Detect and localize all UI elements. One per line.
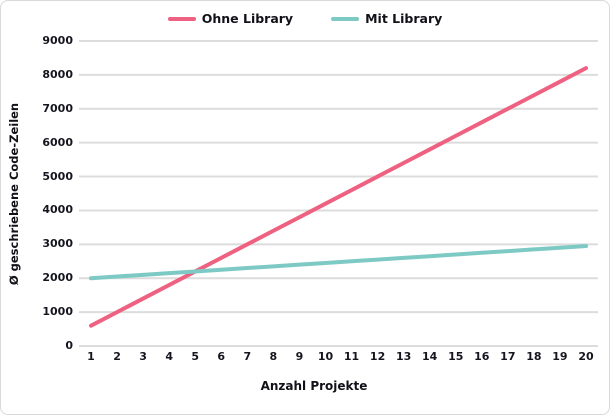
x-tick-label: 15 <box>448 350 464 363</box>
y-tick-label: 9000 <box>42 34 73 47</box>
x-tick-label: 16 <box>474 350 490 363</box>
y-tick-label: 0 <box>65 339 73 352</box>
line-swatch-icon <box>331 16 360 21</box>
x-tick-label: 1 <box>87 350 95 363</box>
x-tick-label: 7 <box>243 350 252 363</box>
y-tick-label: 6000 <box>42 135 73 149</box>
x-tick-label: 6 <box>217 350 226 363</box>
x-tick-label: 17 <box>500 350 516 363</box>
y-axis-title: Ø geschriebene Code-Zeilen <box>7 102 21 286</box>
y-tick-label: 7000 <box>42 101 73 115</box>
legend-label: Mit Library <box>365 11 443 26</box>
series-line-1 <box>89 244 588 281</box>
x-tick-label: 3 <box>139 350 147 363</box>
x-tick-label: 19 <box>552 350 568 363</box>
y-tick-label: 1000 <box>42 305 73 319</box>
legend-label: Ohne Library <box>201 11 294 26</box>
line-swatch-icon <box>167 16 196 21</box>
y-tick-label: 5000 <box>42 169 73 183</box>
legend-item-ohne-library[interactable]: Ohne Library <box>167 11 294 26</box>
chart-legend: Ohne Library Mit Library <box>1 11 609 26</box>
x-tick-label: 2 <box>113 350 121 363</box>
x-tick-label: 20 <box>578 350 594 363</box>
series-line-0 <box>89 66 588 328</box>
x-tick-label: 8 <box>269 350 278 363</box>
x-tick-label: 5 <box>191 350 200 363</box>
x-tick-label: 9 <box>295 350 304 363</box>
legend-item-mit-library[interactable]: Mit Library <box>331 11 442 26</box>
x-tick-label: 4 <box>165 350 173 363</box>
y-tick-label: 2000 <box>42 271 73 285</box>
y-tick-label: 8000 <box>42 67 73 81</box>
x-tick-label: 14 <box>422 350 438 363</box>
x-tick-label: 13 <box>395 350 412 363</box>
x-axis-title: Anzahl Projekte <box>260 379 368 393</box>
x-tick-label: 11 <box>343 350 360 363</box>
y-tick-label: 4000 <box>42 203 73 217</box>
y-tick-label: 3000 <box>42 237 73 251</box>
x-tick-label: 12 <box>369 350 386 363</box>
x-tick-label: 10 <box>317 350 334 363</box>
x-tick-label: 18 <box>526 350 542 363</box>
